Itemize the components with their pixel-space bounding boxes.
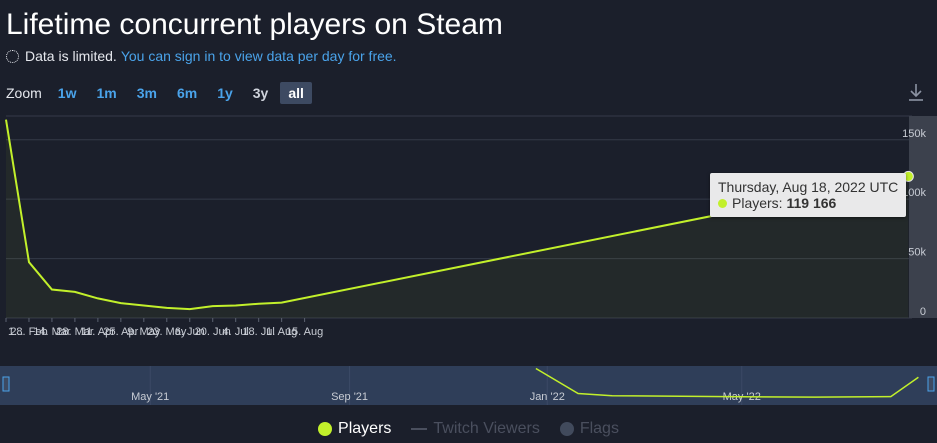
navigator-background [0, 366, 937, 405]
download-icon[interactable] [907, 82, 925, 102]
tooltip-value: 119 166 [786, 195, 837, 211]
x-tick-label: 14. Mar [33, 326, 71, 338]
chart-right-panel [909, 116, 937, 318]
tooltip-value-row: Players: 119 166 [718, 195, 898, 211]
x-tick-label: 18. Jul [242, 326, 274, 338]
legend-players-label: Players [338, 420, 392, 437]
navigator-tick-label: Sep '21 [331, 391, 368, 403]
zoom-all-button[interactable]: all [280, 82, 312, 104]
legend-flags[interactable]: Flags [559, 420, 619, 438]
x-tick-label: 1. Aug [266, 326, 297, 338]
legend-twitch-label: Twitch Viewers [433, 420, 540, 437]
y-tick-label: 0 [920, 306, 926, 318]
zoom-3m-button[interactable]: 3m [136, 85, 157, 101]
data-limited-text: Data is limited. [25, 48, 117, 64]
legend-players-marker [318, 422, 333, 436]
y-tick-label: 150k [902, 128, 926, 140]
navigator-left-handle[interactable] [2, 376, 10, 392]
navigator-tick-label: Jan '22 [530, 391, 565, 403]
x-tick-label: 28. Feb [10, 326, 47, 338]
tooltip: Thursday, Aug 18, 2022 UTC Players: 119 … [710, 173, 907, 217]
players-series-line [5, 119, 909, 311]
tooltip-label: Players: [732, 195, 783, 211]
zoom-3y-button[interactable]: 3y [252, 85, 269, 101]
x-tick-label: 28. Mar [56, 326, 94, 338]
navigator-tick-label: May '21 [131, 391, 169, 403]
y-tick-label: 100k [902, 187, 926, 199]
dotted-circle-icon [6, 49, 19, 63]
x-tick-label: 4. Jul [223, 326, 249, 338]
zoom-label: Zoom [6, 85, 42, 101]
legend-players[interactable]: Players [318, 420, 391, 438]
navigator-series-line [535, 367, 919, 398]
x-tick-label: 11. Apr [81, 326, 115, 338]
navigator-right-handle[interactable] [927, 376, 935, 392]
legend: Players Twitch Viewers Flags [0, 420, 937, 438]
page-title: Lifetime concurrent players on Steam [6, 8, 503, 41]
zoom-controls: Zoom 1w 1m 3m 6m 1y 3y all [6, 82, 316, 104]
zoom-1m-button[interactable]: 1m [96, 85, 117, 101]
legend-twitch-viewers[interactable]: Twitch Viewers [411, 420, 540, 438]
zoom-6m-button[interactable]: 6m [176, 85, 198, 101]
x-tick-label: 25. Apr [103, 326, 138, 338]
y-tick-label: 50k [908, 247, 926, 259]
x-tick-label: 9. May [127, 326, 161, 338]
data-limited-notice: Data is limited. You can sign in to view… [6, 48, 397, 64]
legend-flags-marker [559, 422, 574, 436]
x-tick-label: 15. Aug [286, 326, 323, 338]
tooltip-date: Thursday, Aug 18, 2022 UTC [718, 179, 899, 195]
x-tick-label: 23. May [147, 326, 187, 338]
x-tick-label: 20. Jun [195, 326, 231, 338]
zoom-1w-button[interactable]: 1w [57, 85, 77, 101]
players-area [6, 119, 909, 318]
legend-twitch-marker [411, 428, 428, 430]
x-tick-label: 1... [8, 326, 23, 338]
x-tick-label: 6. Jun [175, 326, 205, 338]
zoom-1y-button[interactable]: 1y [217, 85, 233, 101]
tooltip-series-dot [718, 199, 727, 208]
sign-in-link[interactable]: You can sign in to view data per day for… [120, 48, 397, 64]
navigator[interactable]: May '21 Sep '21 Jan '22 May '22 [0, 366, 937, 405]
legend-flags-label: Flags [579, 420, 619, 437]
